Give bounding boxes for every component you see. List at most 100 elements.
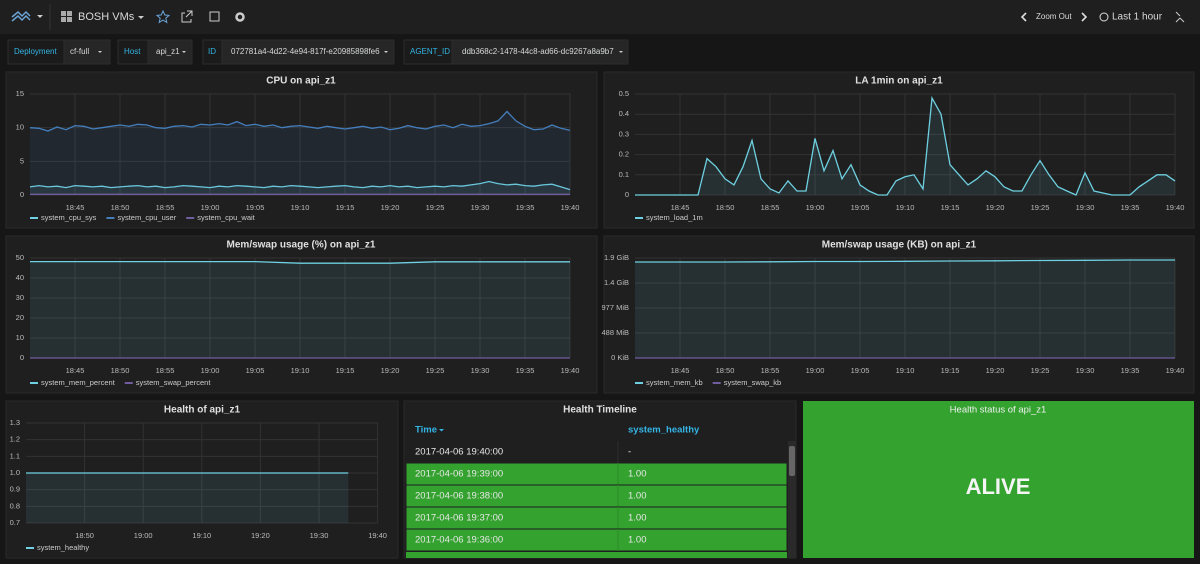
x-tick-label: 19:00 <box>806 366 825 375</box>
variable-value[interactable]: 072781a4-4d22-4e94-817f-e20985898fe6 <box>231 47 380 56</box>
variable-value[interactable]: cf-full <box>70 47 89 56</box>
x-tick-label: 19:10 <box>192 531 211 540</box>
legend-label: system_load_1m <box>646 213 703 222</box>
panel-title: Mem/swap usage (%) on api_z1 <box>227 240 376 251</box>
scrollbar-thumb[interactable] <box>789 446 795 476</box>
x-tick-label: 19:30 <box>471 203 490 212</box>
y-tick-label: 0 <box>625 190 629 199</box>
x-tick-label: 19:00 <box>134 531 153 540</box>
caret <box>182 51 186 53</box>
x-tick-label: 19:40 <box>1166 203 1185 212</box>
y-tick-label: 5 <box>20 156 24 165</box>
star-button[interactable] <box>155 9 171 24</box>
x-tick-label: 19:40 <box>1166 366 1185 375</box>
legend-label: system_cpu_user <box>117 213 176 222</box>
x-tick-label: 19:05 <box>851 203 870 212</box>
variable-value-box[interactable] <box>221 39 395 65</box>
clock-icon <box>1099 12 1109 22</box>
table-cell: 1.00 <box>628 491 647 502</box>
variable-value[interactable]: ddb368c2-1478-44c8-ad66-dc9267a8a9b7 <box>462 47 614 56</box>
panel-title: Health of api_z1 <box>164 405 241 416</box>
series-line <box>29 180 571 191</box>
x-tick-label: 18:50 <box>716 366 735 375</box>
panel <box>603 71 1195 229</box>
x-tick-label: 18:50 <box>111 366 130 375</box>
dashboard-icon <box>61 11 72 22</box>
time-forward[interactable] <box>1081 12 1088 22</box>
x-tick-label: 19:35 <box>1121 366 1140 375</box>
column-header[interactable]: system_healthy <box>628 425 700 436</box>
y-tick-label: 0.1 <box>619 170 629 179</box>
x-tick-label: 19:15 <box>941 203 960 212</box>
legend-label: system_cpu_wait <box>197 213 255 222</box>
zoom-out[interactable]: Zoom Out <box>1036 12 1072 21</box>
navbar <box>0 0 1200 34</box>
x-tick-label: 19:05 <box>851 366 870 375</box>
scrollbar[interactable] <box>788 441 796 558</box>
caret <box>619 51 623 53</box>
time-back[interactable] <box>1020 12 1027 22</box>
legend-label: system_mem_percent <box>41 378 116 387</box>
y-tick-label: 0 KiB <box>611 353 629 362</box>
x-tick-label: 19:20 <box>251 531 270 540</box>
dashboard-title[interactable]: BOSH VMs <box>78 11 135 23</box>
save-button[interactable] <box>209 11 220 22</box>
series-area <box>26 473 349 523</box>
x-tick-label: 19:20 <box>381 203 400 212</box>
table-cell: 2017-04-06 19:40:00 <box>415 447 503 458</box>
x-tick-label: 19:00 <box>806 203 825 212</box>
y-tick-label: 0.9 <box>10 485 20 494</box>
y-tick-label: 0.3 <box>619 129 629 138</box>
legend-label: system_mem_kb <box>646 378 703 387</box>
logo[interactable] <box>11 10 31 22</box>
sort-caret <box>439 429 444 432</box>
refresh-button[interactable] <box>1175 11 1185 23</box>
variable-label: ID <box>208 47 216 56</box>
series-area <box>635 260 1175 358</box>
table-cell: 1.00 <box>628 469 647 480</box>
x-tick-label: 18:45 <box>671 366 690 375</box>
variable-value[interactable]: api_z1 <box>156 47 180 56</box>
x-tick-label: 19:25 <box>1031 203 1050 212</box>
x-tick-label: 19:10 <box>291 366 310 375</box>
y-tick-label: 1.4 GiB <box>604 278 629 287</box>
y-tick-label: 0.4 <box>619 109 629 118</box>
caret <box>98 51 102 53</box>
y-tick-label: 30 <box>16 293 24 302</box>
variable-value-box[interactable] <box>63 39 111 65</box>
y-tick-label: 0.8 <box>10 501 20 510</box>
y-tick-label: 1.9 GiB <box>604 253 629 262</box>
series-line <box>29 110 571 132</box>
settings-button[interactable] <box>235 12 245 22</box>
x-tick-label: 19:15 <box>336 203 355 212</box>
x-tick-label: 19:15 <box>941 366 960 375</box>
series-area <box>635 98 1175 195</box>
x-tick-label: 19:40 <box>561 366 580 375</box>
variable-value-box[interactable] <box>451 39 629 65</box>
x-tick-label: 19:30 <box>310 531 329 540</box>
y-tick-label: 0.5 <box>619 89 629 98</box>
time-range[interactable]: Last 1 hour <box>1112 12 1163 23</box>
variable-label: AGENT_ID <box>410 47 450 56</box>
x-tick-label: 19:20 <box>381 366 400 375</box>
y-tick-label: 1.1 <box>10 451 20 460</box>
x-tick-label: 19:35 <box>1121 203 1140 212</box>
y-tick-label: 10 <box>16 123 24 132</box>
x-tick-label: 18:55 <box>761 203 780 212</box>
x-tick-label: 19:30 <box>1076 203 1095 212</box>
column-header[interactable]: Time <box>415 425 437 436</box>
x-tick-label: 18:45 <box>66 203 85 212</box>
caret <box>37 15 43 18</box>
y-tick-label: 15 <box>16 89 24 98</box>
table-cell: - <box>628 447 631 458</box>
x-tick-label: 19:20 <box>986 203 1005 212</box>
y-tick-label: 10 <box>16 333 24 342</box>
share-button[interactable] <box>181 10 193 23</box>
x-tick-label: 19:10 <box>896 203 915 212</box>
legend-label: system_healthy <box>37 543 89 552</box>
table-cell: 2017-04-06 19:37:00 <box>415 513 503 524</box>
panel-title: CPU on api_z1 <box>266 76 336 87</box>
panel-title: Health Timeline <box>563 405 637 416</box>
y-tick-label: 0 <box>20 190 24 199</box>
x-tick-label: 19:20 <box>986 366 1005 375</box>
